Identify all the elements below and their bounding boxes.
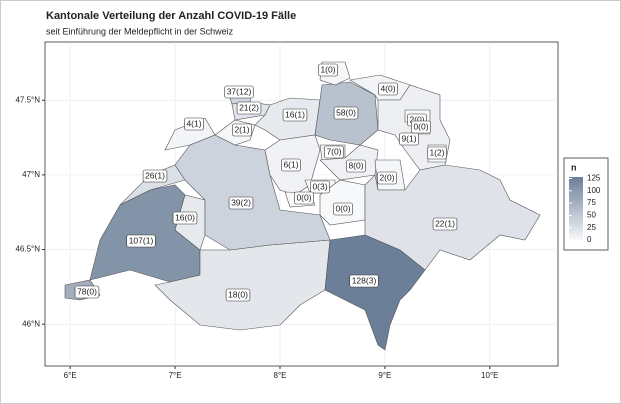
panel [44, 41, 559, 367]
label-box [184, 117, 204, 131]
region-label: 16(1) [285, 109, 305, 119]
region-label: 7(0) [326, 146, 341, 156]
region-label: 16(0) [175, 212, 195, 222]
label-box [333, 106, 359, 120]
label-box [399, 132, 419, 146]
map-title: Kantonale Verteilung der Anzahl COVID-19… [46, 10, 296, 22]
label-box [225, 288, 251, 302]
legend-tick-label: 0 [587, 235, 592, 244]
region-label: 18(0) [228, 289, 248, 299]
region-label: 58(0) [336, 107, 356, 117]
region [324, 234, 426, 351]
label-box [294, 191, 314, 205]
x-tick-label: 7°E [169, 371, 182, 380]
region-label: 0(0) [413, 121, 428, 131]
label-box [333, 202, 353, 216]
region-label: 2(0) [409, 114, 424, 124]
label-box [224, 85, 254, 99]
x-tick-label: 9°E [378, 371, 391, 380]
label-box [74, 285, 100, 299]
region-label: 1(0) [320, 64, 335, 74]
label-box [324, 145, 344, 159]
label-box [310, 180, 330, 194]
label-box [377, 171, 397, 185]
legend-title: n [571, 162, 577, 172]
region-label: 128(3) [352, 275, 377, 285]
y-tick-label: 47.5°N [15, 95, 40, 104]
legend-tick-label: 25 [587, 223, 596, 232]
region-label: 21(2) [239, 102, 259, 112]
label-box [318, 63, 338, 77]
region-label: 78(0) [77, 286, 97, 296]
y-tick-label: 47°N [22, 170, 40, 179]
label-box [349, 274, 379, 288]
x-tick-label: 6°E [64, 371, 77, 380]
region-label: 9(1) [401, 133, 416, 143]
label-box [172, 211, 198, 225]
region-label: 22(1) [435, 218, 455, 228]
region-label: 0(3) [312, 181, 327, 191]
region-label: 37(12) [227, 86, 252, 96]
legend-tick-label: 50 [587, 211, 596, 220]
y-tick-label: 46.5°N [15, 245, 40, 254]
label-box [432, 217, 458, 231]
region-label: 4(1) [186, 118, 201, 128]
label-box [232, 123, 252, 137]
region-label: 2(1) [234, 124, 249, 134]
label-box [126, 234, 156, 248]
region-label: 2(0) [379, 172, 394, 182]
label-box [411, 120, 431, 134]
legend-tick-label: 125 [587, 174, 601, 183]
y-tick-label: 46°N [22, 319, 40, 328]
map-subtitle: seit Einführung der Meldepflicht in der … [46, 26, 234, 36]
x-tick-label: 10°E [481, 371, 498, 380]
label-box [346, 159, 366, 173]
region [174, 134, 331, 251]
label-box [142, 169, 168, 183]
label-box [378, 82, 398, 96]
label-box [427, 146, 447, 160]
region-label: 1(2) [429, 147, 444, 157]
region-label: 26(1) [145, 170, 165, 180]
label-box [282, 108, 308, 122]
label-box [281, 158, 301, 172]
colorbar [569, 177, 583, 240]
region-label: 107(1) [129, 235, 154, 245]
region-label: 4(0) [380, 83, 395, 93]
region-label: 39(2) [231, 197, 251, 207]
x-tick-label: 8°E [274, 371, 287, 380]
label-box [236, 101, 262, 115]
region-label: 8(0) [348, 160, 363, 170]
region-label: 0(0) [335, 203, 350, 213]
region-label: 0(0) [296, 192, 311, 202]
region-label: 6(1) [283, 159, 298, 169]
label-box [228, 196, 254, 210]
legend-tick-label: 100 [587, 186, 601, 195]
legend-tick-label: 75 [587, 198, 596, 207]
